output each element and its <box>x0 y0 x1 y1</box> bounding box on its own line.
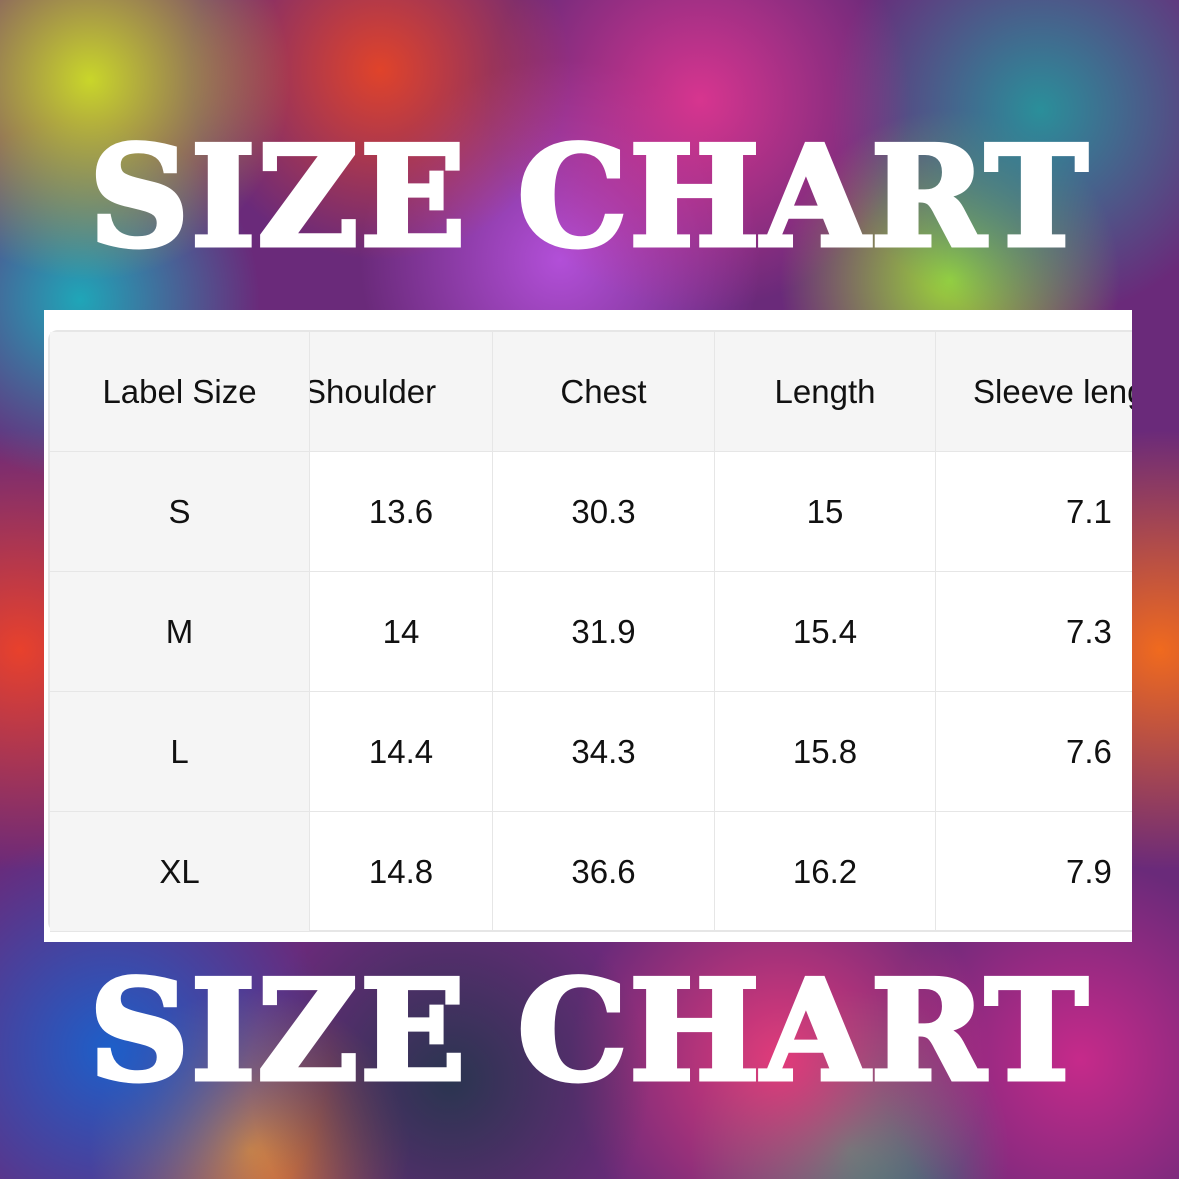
table-cell: 7.3 <box>936 572 1132 692</box>
table-cell: 7.1 <box>936 452 1132 572</box>
table-cell: XL <box>50 812 310 932</box>
table-cell: 14 <box>310 572 493 692</box>
size-chart-title-bottom: SIZE CHART <box>87 949 1090 1112</box>
table-cell: 14.4 <box>310 692 493 812</box>
table-cell: 7.6 <box>936 692 1132 812</box>
table-cell: 34.3 <box>493 692 715 812</box>
table-cell: 15.8 <box>715 692 936 812</box>
column-header: Shoulder <box>310 332 493 452</box>
table-cell: 16.2 <box>715 812 936 932</box>
cell-value: 7.1 <box>1066 492 1112 530</box>
table-cell: 15.4 <box>715 572 936 692</box>
table-cell: 7.9 <box>936 812 1132 932</box>
column-header-label: Shoulder <box>310 372 437 410</box>
cell-value: 13.6 <box>368 492 434 530</box>
cell-value: 30.3 <box>571 492 636 530</box>
table-cell: 31.9 <box>493 572 715 692</box>
column-header-label: Label Size <box>102 372 257 410</box>
table-cell: 13.6 <box>310 452 493 572</box>
cell-value: 14 <box>382 612 420 650</box>
cell-value: 16.2 <box>792 852 858 890</box>
column-header: Label Size <box>50 332 310 452</box>
cell-value: M <box>165 612 194 650</box>
cell-value: 14.4 <box>368 732 434 770</box>
cell-value: 36.6 <box>571 852 636 890</box>
size-chart-title-top: SIZE CHART <box>87 115 1090 278</box>
table-cell: 15 <box>715 452 936 572</box>
cell-value: 15.8 <box>792 732 858 770</box>
column-header-label: Sleeve length <box>973 372 1132 410</box>
table-cell: 30.3 <box>493 452 715 572</box>
column-header: Sleeve length <box>936 332 1132 452</box>
column-header: Chest <box>493 332 715 452</box>
cell-value: 15.4 <box>792 612 858 650</box>
table-cell: 36.6 <box>493 812 715 932</box>
cell-value: S <box>168 492 191 530</box>
size-table: Label Size Shoulder Chest Length Sleeve leng… <box>48 330 1132 932</box>
size-table-panel: Label Size Shoulder Chest Length Sleeve leng… <box>44 310 1132 942</box>
cell-value: XL <box>159 852 200 890</box>
column-header: Length <box>715 332 936 452</box>
table-cell: S <box>50 452 310 572</box>
cell-value: 34.3 <box>571 732 636 770</box>
cell-value: 31.9 <box>571 612 636 650</box>
table-cell: M <box>50 572 310 692</box>
table-cell: L <box>50 692 310 812</box>
cell-value: 14.8 <box>368 852 434 890</box>
table-cell: 14.8 <box>310 812 493 932</box>
cell-value: L <box>170 732 189 770</box>
cell-value: 7.3 <box>1066 612 1112 650</box>
cell-value: 15 <box>806 492 844 530</box>
column-header-label: Chest <box>560 372 647 410</box>
column-header-label: Length <box>774 372 876 410</box>
cell-value: 7.9 <box>1066 852 1112 890</box>
cell-value: 7.6 <box>1066 732 1112 770</box>
